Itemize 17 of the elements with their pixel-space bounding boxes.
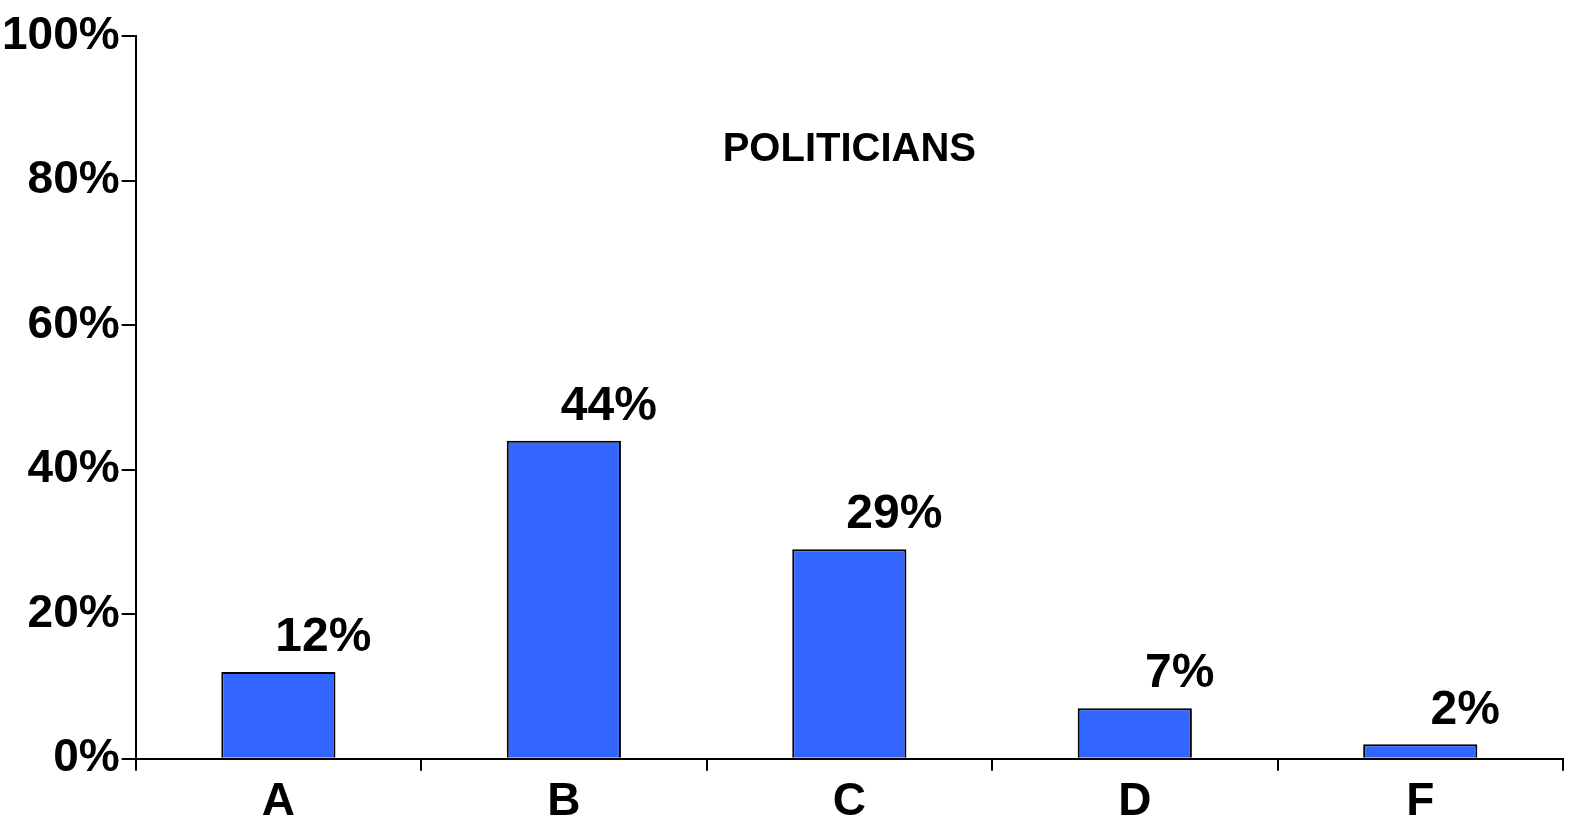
data-label: 44% (560, 377, 657, 430)
text: POLITICIANS (722, 125, 976, 170)
data-label: 7% (1145, 644, 1215, 698)
y-tick-label: 0% (53, 729, 120, 782)
data-label: 12% (275, 608, 372, 662)
y-tick-label: 60% (27, 295, 120, 348)
x-tick-label: D (1118, 773, 1152, 826)
data-label: 2% (1430, 680, 1500, 734)
y-tick-label: 20% (27, 584, 120, 637)
x-tick-label: A (261, 773, 295, 826)
y-tick-label: 80% (27, 151, 120, 204)
x-tick-label: C (832, 773, 866, 826)
y-tick-label: 100% (1, 6, 120, 59)
y-tick-label: 40% (27, 440, 120, 493)
data-label: 29% (846, 485, 943, 539)
x-tick-label: B (547, 773, 581, 826)
x-tick-label: F (1406, 773, 1435, 826)
